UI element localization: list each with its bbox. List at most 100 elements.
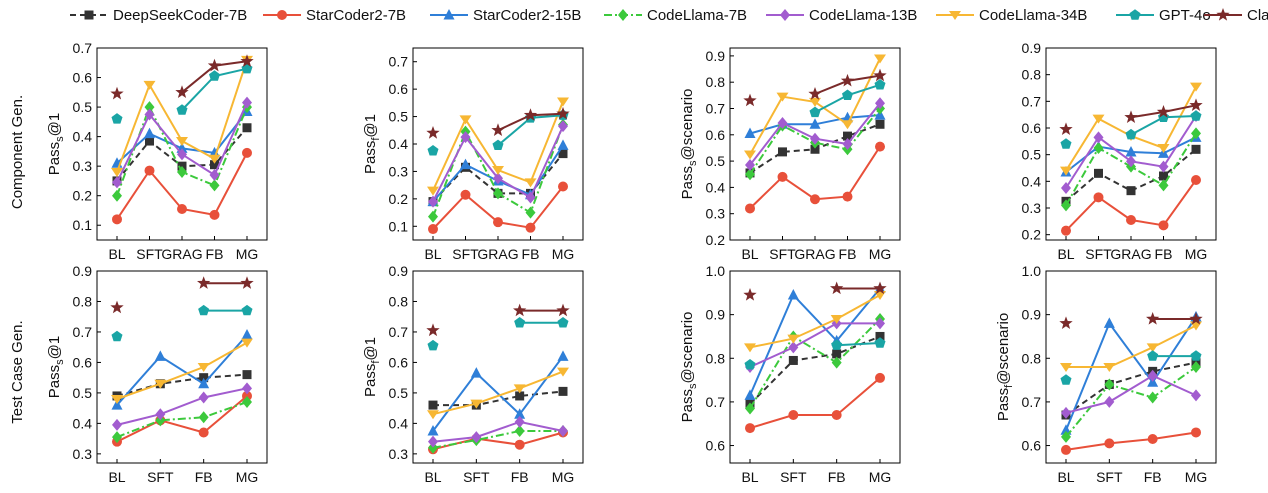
x-tick-label: MG: [1185, 469, 1208, 485]
data-point: [788, 410, 799, 420]
legend-marker-starcoder2-15b: [443, 9, 455, 20]
data-point: [558, 425, 568, 437]
legend-label: StarCoder2-15B: [473, 7, 581, 24]
x-tick-label: SFT: [147, 469, 174, 485]
y-tick-label: 1.0: [1022, 263, 1042, 279]
data-point: [1104, 378, 1115, 391]
data-point: [177, 166, 187, 179]
data-point: [112, 214, 122, 225]
y-axis-label: Passf@1: [362, 114, 382, 174]
y-tick-label: 1.0: [706, 263, 726, 279]
data-point: [1103, 363, 1116, 372]
x-tick-label: MG: [1185, 246, 1208, 262]
data-point: [557, 97, 569, 107]
series-line: [749, 287, 881, 396]
data-point: [1125, 128, 1137, 140]
data-point: [242, 96, 252, 109]
data-point: [242, 370, 252, 380]
data-point: [874, 79, 886, 90]
data-point: [778, 147, 787, 157]
series-starcoder2-15b: [427, 350, 569, 436]
y-tick-label: 0.7: [73, 324, 93, 340]
y-tick-label: 0.4: [73, 415, 93, 431]
data-point: [514, 425, 525, 437]
y-tick-label: 0.7: [1022, 93, 1042, 109]
x-tick-label: FB: [522, 246, 540, 262]
data-point: [1093, 142, 1104, 154]
legend-marker-codellama-34b: [949, 11, 961, 20]
data-point: [1191, 427, 1201, 438]
data-point: [1061, 406, 1071, 419]
series-codellama-13b: [428, 415, 568, 448]
y-tick-label: 0.8: [73, 293, 93, 309]
data-point: [471, 431, 482, 444]
series-codellama-13b: [112, 382, 252, 431]
data-point: [177, 203, 187, 214]
data-point: [787, 289, 799, 300]
data-point: [1124, 110, 1138, 123]
data-point: [515, 391, 525, 401]
chart-panel-6: 0.3 0.4 0.5 0.6 0.7 0.8 0.9 BL SFT FB MG Passf@1: [362, 263, 584, 485]
y-tick-label: 0.9: [73, 263, 93, 279]
series-line: [1065, 431, 1197, 451]
y-tick-label: 0.3: [706, 206, 726, 222]
y-tick-label: 0.5: [706, 153, 726, 169]
series-line: [116, 387, 248, 426]
series-codellama-7b: [112, 101, 252, 202]
data-point: [154, 350, 166, 361]
x-tick-label: FB: [1144, 469, 1162, 485]
y-tick-label: 0.8: [706, 350, 726, 366]
series-starcoder2-7b: [112, 147, 252, 225]
data-point: [110, 300, 124, 314]
data-point: [744, 343, 756, 353]
data-point: [242, 382, 252, 395]
data-point: [556, 303, 570, 317]
x-tick-label: BL: [108, 469, 125, 485]
series-line: [1065, 366, 1197, 438]
plot-frame: [1045, 270, 1217, 464]
legend-label: CodeLlama-34B: [979, 7, 1087, 24]
x-tick-label: MG: [552, 469, 575, 485]
series-codellama-34b: [1060, 321, 1202, 372]
data-point: [524, 178, 537, 188]
data-point: [492, 139, 504, 151]
data-point: [177, 148, 187, 161]
data-point: [841, 120, 854, 130]
data-point: [1060, 138, 1072, 149]
x-tick-label: MG: [869, 469, 892, 485]
data-point: [514, 408, 526, 419]
x-tick-label: SFT: [1096, 469, 1123, 485]
series-starcoder2-15b: [1060, 310, 1202, 435]
y-tick-label: 0.6: [73, 70, 93, 86]
y-tick-label: 0.5: [389, 109, 409, 125]
data-point: [197, 363, 210, 372]
data-point: [831, 410, 842, 420]
legend-label: Claude-3: [1247, 7, 1268, 24]
series-gpt-4o: [1060, 350, 1202, 385]
legend-item-starcoder2-7b: StarCoder2-7B: [263, 7, 406, 24]
series-claude-3: [426, 106, 570, 139]
data-point: [155, 408, 166, 421]
y-tick-label: 0.7: [706, 394, 726, 410]
data-point: [1061, 444, 1071, 455]
data-point: [1157, 144, 1170, 153]
legend-label: DeepSeekCoder-7B: [113, 7, 247, 24]
x-tick-label: FB: [206, 246, 224, 262]
data-point: [1191, 389, 1201, 402]
data-point: [810, 132, 820, 145]
x-tick-label: BL: [1057, 469, 1074, 485]
data-point: [492, 166, 504, 176]
data-point: [831, 356, 842, 369]
series-codellama-34b: [111, 55, 253, 178]
data-point: [788, 355, 798, 365]
series-codellama-34b: [744, 54, 886, 160]
data-point: [493, 217, 503, 228]
series-line: [116, 334, 248, 406]
data-point: [842, 191, 853, 202]
x-tick-label: MG: [236, 246, 259, 262]
series-claude-3: [1059, 312, 1203, 330]
data-point: [1189, 312, 1203, 325]
x-tick-label: MG: [552, 246, 575, 262]
series-line: [432, 355, 564, 432]
